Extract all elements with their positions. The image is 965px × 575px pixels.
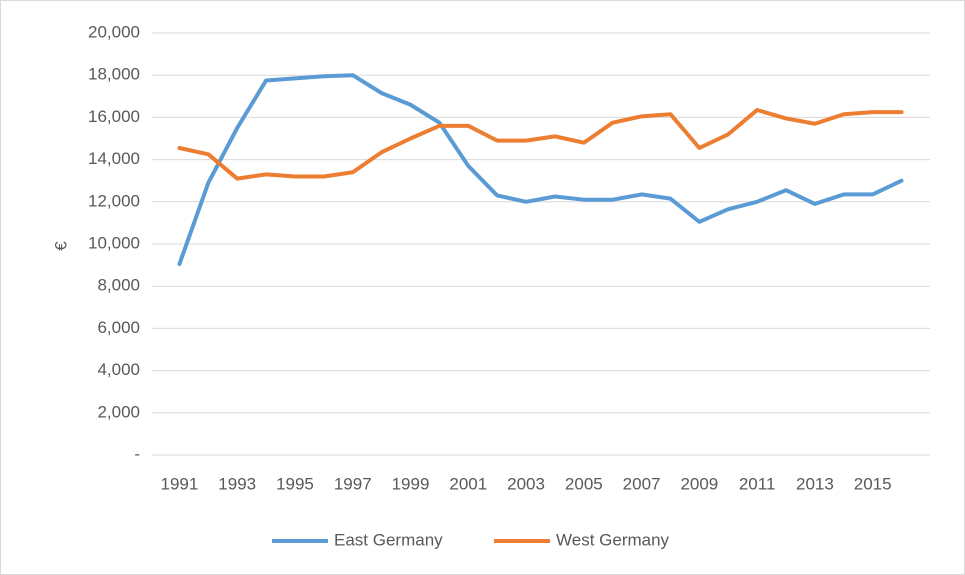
x-tick-label: 2001: [449, 474, 487, 493]
legend-label: East Germany: [334, 530, 443, 549]
x-tick-label: 2007: [623, 474, 661, 493]
y-tick-label: 14,000: [88, 149, 140, 168]
y-tick-label: 10,000: [88, 233, 140, 252]
x-tick-label: 2005: [565, 474, 603, 493]
series-line: [177, 108, 904, 181]
y-axis-label: €: [51, 241, 70, 251]
x-tick-label: 1999: [392, 474, 430, 493]
y-tick-label: 12,000: [88, 191, 140, 210]
x-tick-label: 2011: [739, 474, 776, 493]
x-tick-label: 2013: [796, 474, 834, 493]
y-tick-label: -: [134, 444, 140, 463]
x-tick-label: 2003: [507, 474, 545, 493]
x-tick-label: 1993: [218, 474, 256, 493]
x-tick-label: 1997: [334, 474, 372, 493]
x-tick-label: 1991: [161, 474, 199, 493]
y-tick-label: 2,000: [97, 402, 140, 421]
y-tick-label: 18,000: [88, 65, 140, 84]
series-line: [177, 73, 904, 267]
x-tick-label: 2015: [854, 474, 892, 493]
legend-label: West Germany: [556, 530, 670, 549]
x-tick-label: 1995: [276, 474, 314, 493]
y-tick-label: 20,000: [88, 22, 140, 41]
x-tick-label: 2009: [680, 474, 718, 493]
y-tick-label: 4,000: [97, 360, 140, 379]
y-tick-label: 8,000: [97, 276, 140, 295]
y-tick-label: 6,000: [97, 318, 140, 337]
y-tick-label: 16,000: [88, 107, 140, 126]
